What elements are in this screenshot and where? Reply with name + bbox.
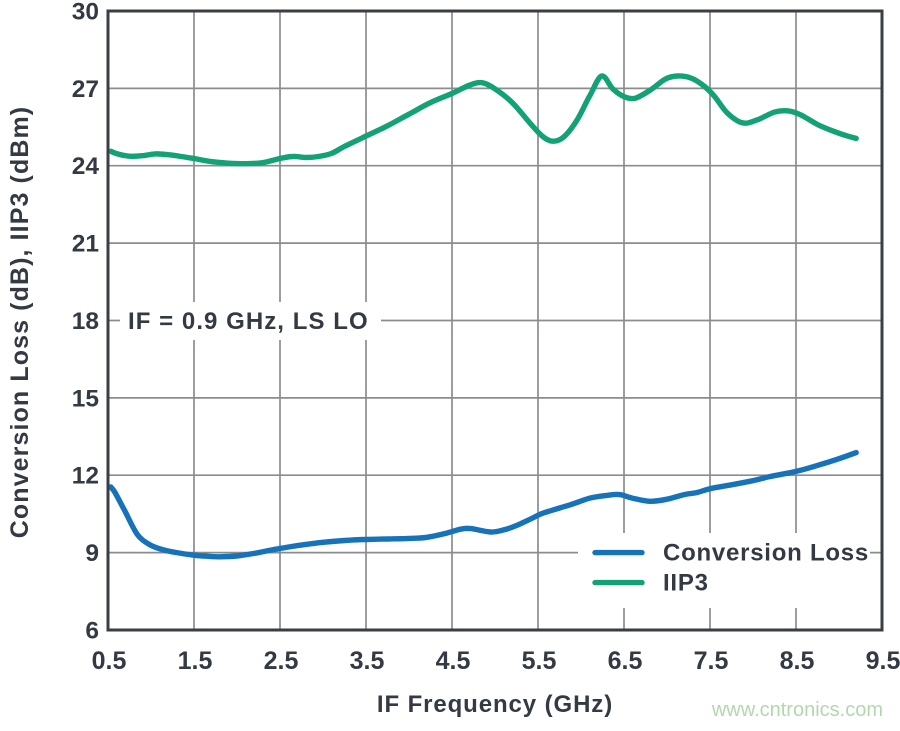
svg-text:6.5: 6.5	[608, 647, 643, 675]
svg-text:Conversion Loss (dB), IIP3 (dB: Conversion Loss (dB), IIP3 (dBm)	[6, 106, 34, 538]
svg-text:IIP3: IIP3	[663, 570, 709, 597]
svg-text:7.5: 7.5	[694, 647, 729, 675]
svg-text:8.5: 8.5	[780, 647, 815, 675]
svg-text:27: 27	[72, 76, 99, 103]
svg-text:4.5: 4.5	[436, 647, 471, 675]
svg-text:6: 6	[85, 618, 99, 645]
svg-text:Conversion Loss: Conversion Loss	[663, 540, 869, 567]
svg-text:12: 12	[72, 463, 99, 490]
svg-text:1.5: 1.5	[178, 647, 213, 675]
svg-text:www.cntronics.com: www.cntronics.com	[711, 699, 883, 721]
svg-text:15: 15	[72, 385, 99, 412]
svg-text:IF Frequency (GHz): IF Frequency (GHz)	[377, 691, 613, 718]
svg-text:5.5: 5.5	[522, 647, 557, 675]
svg-text:21: 21	[72, 231, 99, 258]
svg-text:30: 30	[72, 0, 99, 26]
svg-text:IF = 0.9 GHz, LS LO: IF = 0.9 GHz, LS LO	[128, 308, 369, 335]
svg-text:0.5: 0.5	[92, 647, 127, 675]
svg-text:18: 18	[72, 308, 99, 335]
svg-text:3.5: 3.5	[350, 647, 385, 675]
svg-text:9.5: 9.5	[866, 647, 900, 675]
svg-text:24: 24	[72, 153, 100, 180]
svg-text:2.5: 2.5	[264, 647, 299, 675]
svg-text:9: 9	[85, 540, 99, 567]
